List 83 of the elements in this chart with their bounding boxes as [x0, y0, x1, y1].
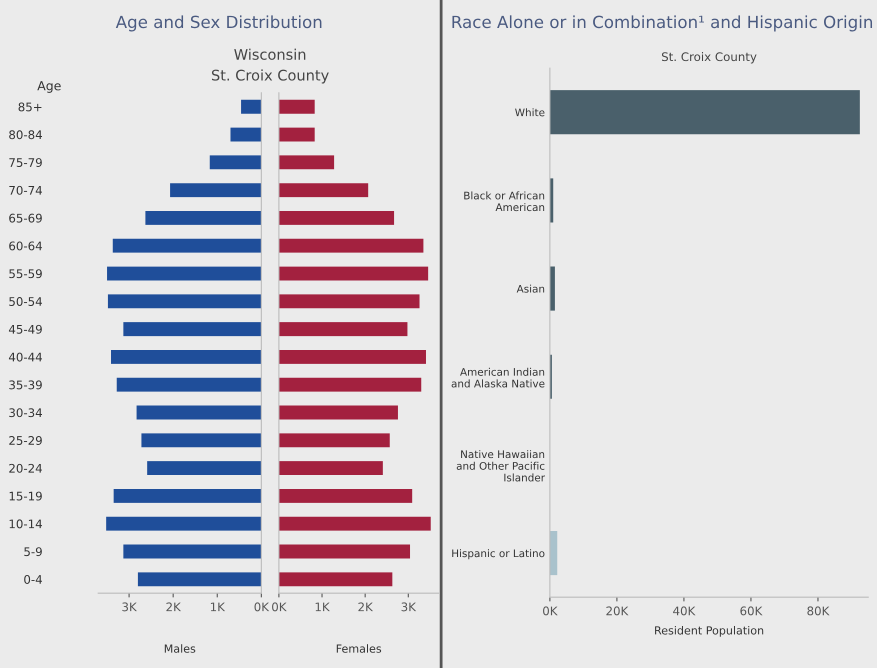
bar — [278, 128, 315, 142]
bar — [278, 210, 394, 225]
bar — [278, 461, 383, 476]
bar — [278, 572, 392, 586]
x-tick-label: 2K — [166, 602, 182, 612]
x-tick-label: 0K — [254, 602, 270, 612]
y-tick-label: 25-29 — [9, 436, 42, 445]
bar — [114, 488, 262, 503]
bar — [278, 100, 315, 114]
bar — [107, 266, 262, 280]
x-tick-label: 20K — [606, 606, 629, 616]
bar — [278, 350, 426, 364]
y-axis-title: Age — [37, 81, 61, 93]
y-tick-label: 40-44 — [8, 352, 42, 362]
x-tick-label: 80K — [807, 606, 830, 616]
y-tick-label: American Indian and Alaska Native — [452, 368, 544, 388]
y-tick-label: 70-74 — [9, 186, 42, 195]
bar — [136, 406, 262, 420]
bar — [278, 406, 398, 420]
chart-subtitle: Wisconsin St. Croix County — [212, 48, 329, 84]
bar — [550, 90, 860, 134]
bar — [106, 516, 262, 531]
chart-title: Race Alone or in Combination¹ and Hispanic Origin — [452, 15, 872, 32]
y-tick-label: Asian — [516, 284, 544, 293]
x-tick-label: 1K — [210, 602, 226, 612]
x-tick-label: 1K — [316, 602, 330, 612]
y-tick-label: 30-34 — [9, 408, 42, 418]
x-tick-label: 40K — [673, 606, 696, 616]
bar — [116, 378, 262, 392]
x-tick-label: 3K — [402, 602, 416, 612]
y-tick-label: 20-24 — [9, 464, 42, 473]
y-tick-label: Black or African American — [464, 191, 544, 212]
bar — [278, 544, 410, 558]
bar — [108, 294, 262, 308]
bar — [278, 155, 334, 170]
x-axis-title: Resident Population — [655, 626, 764, 637]
bar — [123, 322, 262, 336]
bar — [147, 461, 262, 476]
y-tick-label: 55-59 — [9, 269, 42, 278]
y-tick-label: 10-14 — [10, 519, 42, 528]
y-tick-label: 5-9 — [24, 547, 42, 556]
bar — [278, 322, 408, 336]
y-tick-label: Native Hawaiian and Other Pacific Islander — [456, 450, 546, 482]
y-tick-label: 35-39 — [9, 380, 42, 390]
bar — [278, 378, 422, 392]
chart-subtitle: St. Croix County — [662, 52, 757, 64]
bar — [278, 294, 420, 308]
bar — [123, 544, 262, 558]
x-tick-label: 0K — [543, 606, 558, 616]
x-tick-label: 2K — [358, 602, 374, 612]
y-tick-label: 85+ — [18, 102, 42, 112]
y-tick-label: 0-4 — [24, 575, 42, 584]
bar — [138, 572, 262, 586]
y-tick-label: 65-69 — [9, 214, 42, 223]
y-tick-label: 60-64 — [9, 241, 42, 250]
bar — [170, 183, 262, 198]
y-tick-label: 75-79 — [9, 158, 42, 167]
bar — [145, 210, 262, 225]
bar — [112, 238, 262, 253]
y-tick-label: Hispanic or Latino — [452, 549, 544, 560]
x-axis-title: Females — [336, 644, 382, 653]
bar — [210, 155, 262, 170]
bar — [111, 350, 262, 364]
chart-title: Age and Sex Distribution — [116, 15, 322, 32]
x-axis-title: Males — [164, 644, 196, 653]
x-tick-label: 60K — [740, 606, 763, 616]
bar — [230, 128, 262, 142]
y-tick-label: White — [515, 108, 544, 116]
x-tick-label: 3K — [122, 602, 137, 612]
bar — [550, 531, 558, 576]
y-tick-label: 45-49 — [8, 324, 42, 334]
bar — [278, 433, 390, 448]
bar — [141, 433, 262, 448]
bar — [278, 266, 428, 280]
bar — [241, 100, 262, 114]
bar — [278, 516, 431, 531]
bar — [278, 488, 412, 503]
bar — [278, 183, 368, 198]
y-tick-label: 50-54 — [9, 297, 42, 306]
y-tick-label: 80-84 — [9, 130, 42, 140]
bar — [278, 238, 424, 253]
x-tick-label: 0K — [272, 602, 287, 612]
y-tick-label: 15-19 — [10, 492, 42, 501]
